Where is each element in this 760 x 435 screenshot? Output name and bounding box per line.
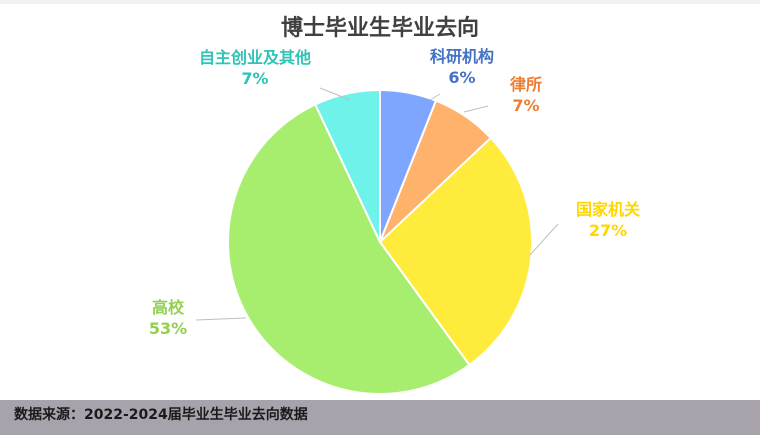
slice-value-label-2: 27% (589, 221, 627, 240)
pie-slice-2 (378, 136, 533, 367)
chart-title: 博士毕业生毕业去向 (280, 16, 479, 41)
leader-line-0 (429, 93, 441, 101)
slice-value-label-1: 7% (512, 96, 539, 115)
pie-slice-3 (227, 103, 471, 395)
slice-category-label-2: 国家机关 (576, 200, 640, 219)
slice-value-label-3: 53% (149, 319, 187, 338)
slice-value-label-0: 6% (448, 68, 475, 87)
footer-band (0, 400, 760, 435)
leader-line-3 (195, 317, 247, 321)
slice-category-label-4: 自主创业及其他 (199, 48, 311, 67)
pie-slice-4 (313, 88, 381, 243)
slice-value-label-4: 7% (241, 69, 268, 88)
slice-category-label-3: 高校 (152, 298, 185, 317)
top-rule (0, 0, 760, 4)
leader-line-2 (529, 223, 559, 256)
slice-category-label-0: 科研机构 (430, 47, 494, 66)
leader-line-4 (319, 87, 351, 101)
pie-chart: 科研机构 6% 律所 7% 国家机关 27% 高校 53% 自主创业及其他 7% (149, 47, 640, 395)
slice-category-label-1: 律所 (510, 75, 542, 94)
leader-line-1 (463, 105, 489, 113)
data-source-note: 数据来源：2022-2024届毕业生毕业去向数据 (14, 407, 308, 423)
